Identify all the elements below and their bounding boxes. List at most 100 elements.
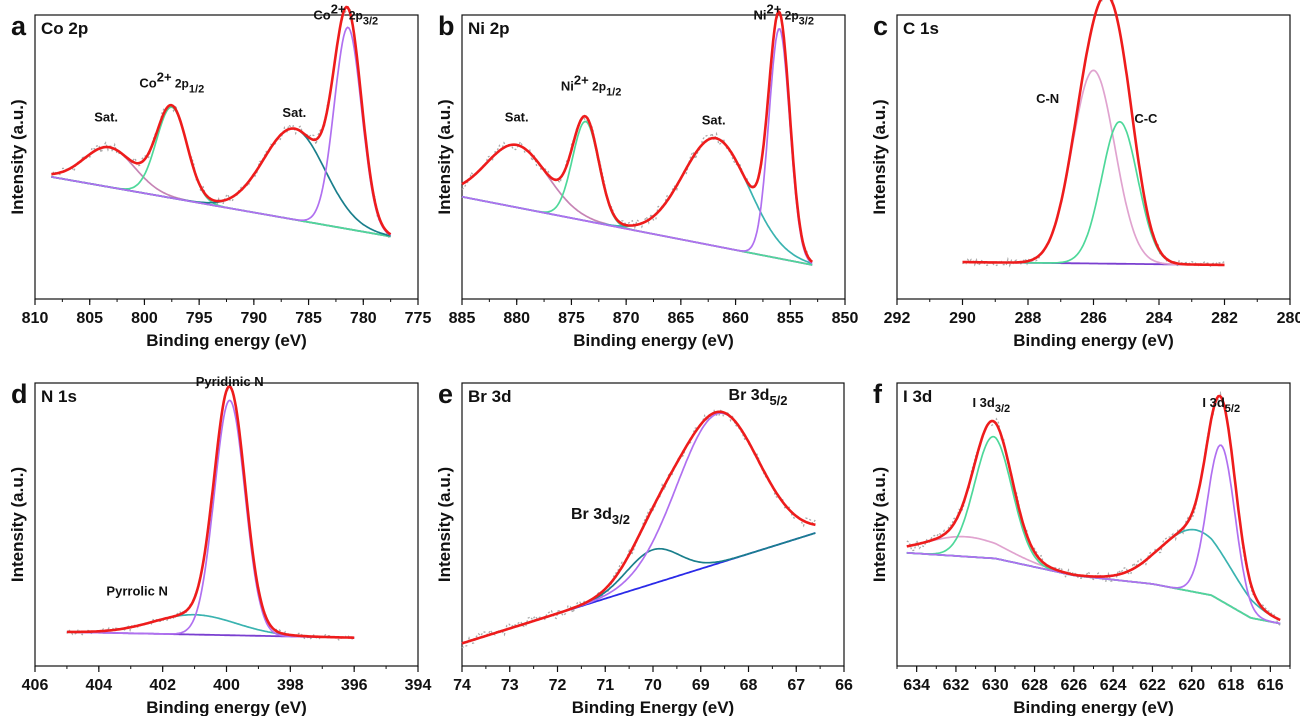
x-tick-label: 74 (453, 677, 471, 694)
x-tick-label: 71 (596, 677, 614, 694)
x-tick-label: 780 (350, 310, 377, 327)
x-axis-label: Binding energy (eV) (146, 698, 307, 716)
fit-peak-series (51, 26, 392, 236)
x-tick-label: 632 (943, 677, 970, 694)
peak-annotation: I 3d3/2 (972, 395, 1010, 415)
x-tick-label: 628 (1021, 677, 1048, 694)
x-tick-label: 286 (1080, 310, 1107, 327)
plot-frame (896, 14, 1291, 300)
fit-peak-series (906, 528, 1281, 621)
peak-annotation: Pyrrolic N (106, 583, 167, 598)
plot-frame (461, 382, 845, 667)
x-tick-label: 70 (644, 677, 662, 694)
fit-peak-series (461, 143, 813, 266)
peak-annotation: Sat. (282, 105, 306, 120)
envelope-fit-series (962, 0, 1225, 267)
x-tick-label: 850 (832, 310, 859, 327)
x-tick-label: 855 (777, 310, 804, 327)
panel-b: 885 880 875 870 865 860 855 850 Binding energy (… (435, 1, 858, 350)
panel-letter: e (438, 379, 453, 409)
peak-annotation: Sat. (702, 112, 726, 127)
panel-title: Co 2p (41, 19, 88, 38)
fit-peak-series (461, 120, 813, 266)
x-tick-label: 67 (787, 677, 805, 694)
panel-e: 74 73 72 71 70 69 68 67 66 Binding Energy (eV) Int… (435, 379, 853, 716)
peak-annotation: Sat. (505, 110, 529, 125)
x-tick-label: 775 (405, 310, 432, 327)
panel-a: 810 805 800 795 790 785 780 775 Binding energy (… (8, 1, 431, 350)
x-tick-label: 785 (295, 310, 322, 327)
fit-peak-series (51, 106, 391, 238)
x-tick-label: 398 (277, 677, 304, 694)
peak-annotation: Co2+ 2p3/2 (313, 1, 378, 27)
plot-frame (461, 14, 846, 300)
x-tick-label: 790 (241, 310, 268, 327)
x-tick-label: 810 (22, 310, 49, 327)
x-tick-label: 292 (884, 310, 911, 327)
x-tick-label: 880 (503, 310, 530, 327)
y-axis-label: Intensity (a.u.) (435, 467, 454, 582)
y-axis-label: Intensity (a.u.) (870, 467, 889, 582)
x-tick-label: 394 (405, 677, 432, 694)
x-tick-label: 73 (501, 677, 519, 694)
fit-peak-series (461, 27, 813, 264)
x-axis-label: Binding energy (eV) (146, 331, 307, 350)
envelope-fit-series (66, 385, 355, 639)
envelope-fit-series (461, 9, 814, 263)
y-axis-label: Intensity (a.u.) (8, 99, 27, 214)
x-tick-label: 800 (131, 310, 158, 327)
fit-peak-series (906, 435, 1281, 625)
fit-peak-series (461, 137, 813, 265)
peak-annotation: Sat. (94, 110, 118, 125)
x-tick-label: 875 (558, 310, 585, 327)
x-tick-label: 620 (1178, 677, 1205, 694)
x-axis-label: Binding energy (eV) (1013, 698, 1174, 716)
x-tick-label: 400 (213, 677, 240, 694)
fit-peak-series (962, 120, 1225, 266)
fit-peak-series (51, 127, 391, 237)
x-tick-label: 72 (549, 677, 567, 694)
x-tick-label: 624 (1100, 677, 1127, 694)
peak-annotation: C-C (1134, 111, 1158, 126)
x-tick-label: 885 (449, 310, 476, 327)
x-axis-label: Binding energy (eV) (1013, 331, 1174, 350)
x-tick-label: 396 (341, 677, 368, 694)
envelope-fit-series (51, 5, 392, 236)
x-tick-label: 282 (1211, 310, 1238, 327)
x-tick-label: 69 (692, 677, 710, 694)
x-tick-label: 284 (1146, 310, 1173, 327)
x-tick-label: 870 (613, 310, 640, 327)
peak-annotation: Br 3d5/2 (729, 387, 788, 408)
fit-peak-series (962, 69, 1225, 266)
peak-annotation: C-N (1036, 91, 1059, 106)
panel-letter: b (438, 11, 455, 41)
x-tick-label: 860 (722, 310, 749, 327)
x-tick-label: 404 (85, 677, 112, 694)
peak-annotation: Co2+ 2p1/2 (139, 69, 204, 95)
envelope-fit-series (461, 410, 816, 645)
x-tick-label: 290 (949, 310, 976, 327)
y-axis-label: Intensity (a.u.) (870, 99, 889, 214)
panel-title: I 3d (903, 387, 932, 406)
x-tick-label: 618 (1218, 677, 1245, 694)
peak-annotation: Pyridinic N (196, 374, 264, 389)
x-tick-label: 626 (1060, 677, 1087, 694)
panel-c: 292 290 288 286 284 282 280 Binding energy (eV)… (870, 0, 1300, 350)
y-axis-label: Intensity (a.u.) (435, 99, 454, 214)
x-tick-label: 68 (740, 677, 758, 694)
x-tick-label: 630 (982, 677, 1009, 694)
plot-frame (896, 382, 1291, 667)
panel-letter: c (873, 11, 888, 41)
x-tick-label: 634 (903, 677, 930, 694)
peak-annotation: Ni2+ 2p1/2 (561, 72, 621, 98)
x-tick-label: 616 (1257, 677, 1284, 694)
panel-title: Ni 2p (468, 19, 510, 38)
plot-frame (34, 14, 419, 300)
x-tick-label: 795 (186, 310, 213, 327)
panel-title: N 1s (41, 387, 77, 406)
fit-peak-series (51, 146, 391, 238)
peak-annotation: Br 3d3/2 (571, 506, 630, 527)
panel-f: 634 632 630 628 626 624 622 620 618 616 Binding en… (870, 379, 1291, 716)
panel-title: C 1s (903, 19, 939, 38)
